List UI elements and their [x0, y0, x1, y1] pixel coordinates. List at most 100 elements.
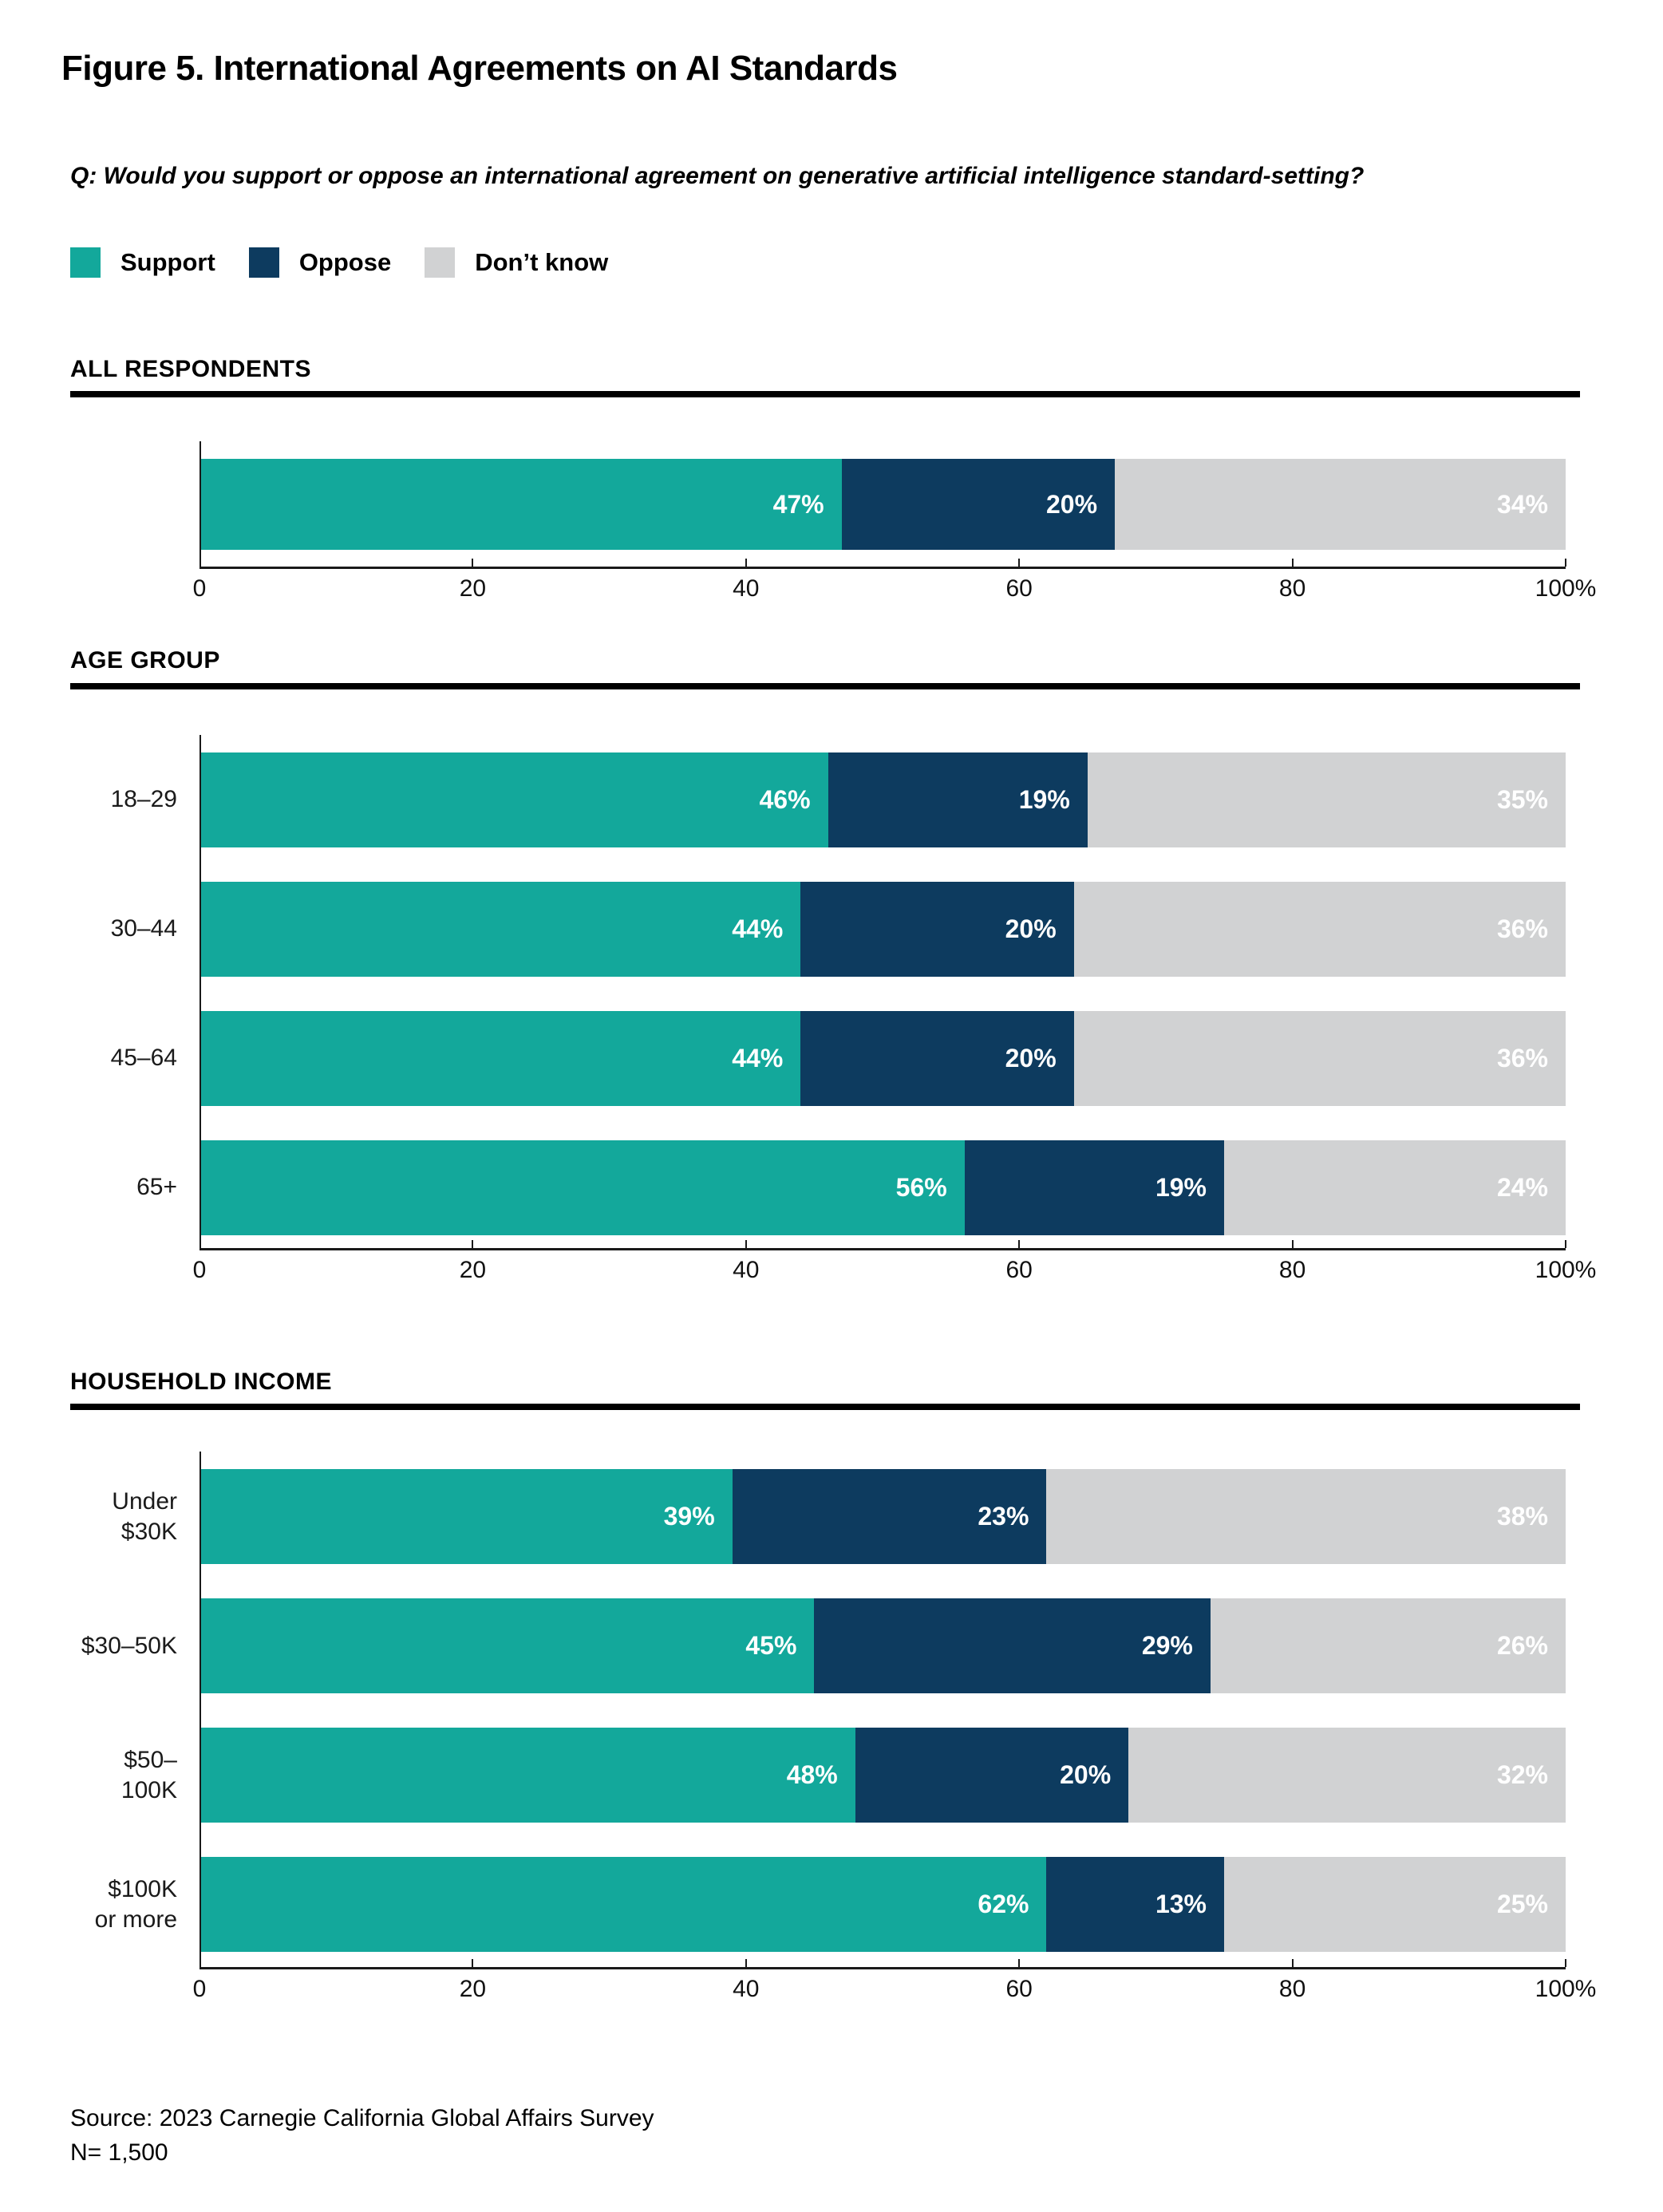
bar-value-label: 56%: [895, 1172, 947, 1202]
axis-tick: [472, 1959, 474, 1967]
category-label: 18–29: [110, 786, 177, 813]
bar-value-label: 29%: [1141, 1631, 1193, 1660]
bar-segment-oppose: 19%: [964, 1140, 1224, 1235]
category-label: 65+: [136, 1174, 177, 1201]
bar-segment-support: 47%: [199, 459, 842, 550]
legend-label: Oppose: [298, 247, 392, 276]
x-axis-tick-labels: 0 20 40 60 80 100%: [193, 1976, 1597, 2008]
figure-title: Figure 5. International Agreements on AI…: [61, 49, 898, 88]
bar-value-label: 24%: [1496, 1172, 1548, 1202]
bar-segment-support: 48%: [199, 1728, 855, 1823]
section-rule: [70, 391, 1580, 397]
section-rule: [70, 1404, 1580, 1410]
bar-segment-oppose: 20%: [841, 459, 1116, 550]
bar-segment-dont-know: 32%: [1128, 1728, 1566, 1823]
bar-segment-dont-know: 35%: [1087, 752, 1566, 847]
category-label: $50–100K: [120, 1747, 177, 1803]
legend-swatch: [70, 247, 101, 278]
legend-label: Support: [120, 247, 215, 276]
axis-tick-label: 20: [459, 575, 487, 602]
stacked-bar: 62% 13% 25%: [199, 1857, 1566, 1952]
axis-tick-label: 100%: [1535, 575, 1597, 602]
bar-value-label: 48%: [786, 1760, 838, 1789]
x-axis-line: [199, 559, 1566, 569]
bar-value-label: 20%: [1005, 914, 1057, 943]
axis-tick-label: 0: [192, 1976, 207, 2002]
bar-value-label: 19%: [1155, 1172, 1207, 1202]
bar-value-label: 26%: [1496, 1631, 1548, 1660]
section-title: AGE GROUP: [70, 647, 220, 673]
axis-tick-label: 20: [459, 1976, 487, 2002]
bar-segment-oppose: 29%: [814, 1598, 1211, 1693]
bar-value-label: 19%: [1018, 784, 1070, 814]
bar-value-label: 39%: [663, 1502, 715, 1531]
bar-segment-dont-know: 34%: [1115, 459, 1566, 550]
bar-value-label: 35%: [1496, 784, 1548, 814]
stacked-bar: 39% 23% 38%: [199, 1469, 1566, 1564]
stacked-bar: 48% 20% 32%: [199, 1728, 1566, 1823]
axis-tick: [472, 1239, 474, 1248]
y-axis-line: [199, 734, 201, 1248]
chart-plot: 47% 20% 34%: [70, 441, 1580, 567]
stacked-bar: 44% 20% 36%: [199, 881, 1566, 977]
section-all-respondents: ALL RESPONDENTS 47% 20% 34% 0 20 40 60 80 100%: [70, 355, 1596, 608]
bar-row: Under $30K 39% 23% 38%: [70, 1469, 1580, 1564]
bar-segment-support: 62%: [199, 1857, 1047, 1952]
axis-tick: [1018, 1239, 1021, 1248]
source-note: Source: 2023 Carnegie California Global …: [70, 2102, 1580, 2171]
bar-value-label: 44%: [732, 1043, 784, 1072]
bar-segment-dont-know: 25%: [1223, 1857, 1566, 1952]
axis-tick: [1018, 1959, 1021, 1967]
legend-item: Oppose: [248, 247, 425, 278]
axis-tick: [1565, 559, 1566, 567]
axis-tick-label: 100%: [1535, 1976, 1597, 2002]
source-line: Source: 2023 Carnegie California Global …: [70, 2105, 654, 2131]
stacked-bar: 46% 19% 35%: [199, 752, 1566, 847]
bar-value-label: 36%: [1496, 1043, 1548, 1072]
category-label: $100K or more: [94, 1876, 177, 1933]
axis-tick-label: 60: [1005, 1976, 1033, 2002]
section-title: ALL RESPONDENTS: [70, 355, 311, 382]
bar-segment-dont-know: 24%: [1223, 1140, 1566, 1235]
x-axis-tick-labels: 0 20 40 60 80 100%: [193, 1256, 1597, 1289]
axis-tick-label: 0: [192, 575, 207, 602]
legend-swatch: [425, 247, 456, 278]
chart-plot: 18–29 46% 19% 35% 30–44 44% 20% 36% 45–64 44% 20% 3…: [70, 734, 1580, 1248]
bar-row: 65+ 56% 19% 24%: [70, 1140, 1580, 1235]
bar-value-label: 34%: [1496, 489, 1548, 519]
bar-segment-support: 44%: [199, 1010, 801, 1106]
bar-segment-support: 46%: [199, 752, 828, 847]
bar-segment-oppose: 20%: [800, 1010, 1074, 1106]
bar-value-label: 25%: [1496, 1890, 1548, 1918]
bar-segment-support: 56%: [199, 1140, 965, 1235]
axis-tick: [1565, 1239, 1566, 1248]
bar-row: 30–44 44% 20% 36%: [70, 881, 1580, 977]
axis-tick-label: 100%: [1535, 1256, 1597, 1283]
stacked-bar: 47% 20% 34%: [199, 459, 1566, 550]
axis-tick-label: 40: [733, 1256, 760, 1283]
section-title: HOUSEHOLD INCOME: [70, 1368, 333, 1395]
bar-value-label: 20%: [1060, 1760, 1112, 1789]
axis-tick: [1291, 1959, 1294, 1967]
figure-question: Q: Would you support or oppose an intern…: [70, 163, 1365, 189]
category-label: Under $30K: [112, 1488, 177, 1545]
stacked-bar: 44% 20% 36%: [199, 1010, 1566, 1106]
bar-row: $100K or more 62% 13% 25%: [70, 1857, 1580, 1952]
y-axis-line: [199, 441, 201, 567]
bar-segment-oppose: 20%: [800, 881, 1074, 977]
bar-segment-dont-know: 36%: [1073, 1010, 1566, 1106]
bar-value-label: 47%: [772, 489, 824, 519]
section-rule: [70, 682, 1580, 689]
bar-value-label: 38%: [1496, 1502, 1548, 1531]
bar-segment-dont-know: 38%: [1046, 1469, 1566, 1564]
bar-row: 47% 20% 34%: [70, 459, 1580, 550]
x-axis-line: [199, 1959, 1566, 1969]
axis-tick: [1291, 559, 1294, 567]
bar-row: $50–100K 48% 20% 32%: [70, 1728, 1580, 1823]
bar-value-label: 32%: [1496, 1760, 1548, 1789]
legend-label: Don’t know: [475, 247, 609, 276]
bar-value-label: 20%: [1045, 489, 1098, 519]
axis-tick: [745, 1959, 747, 1967]
axis-tick-label: 0: [192, 1256, 207, 1283]
